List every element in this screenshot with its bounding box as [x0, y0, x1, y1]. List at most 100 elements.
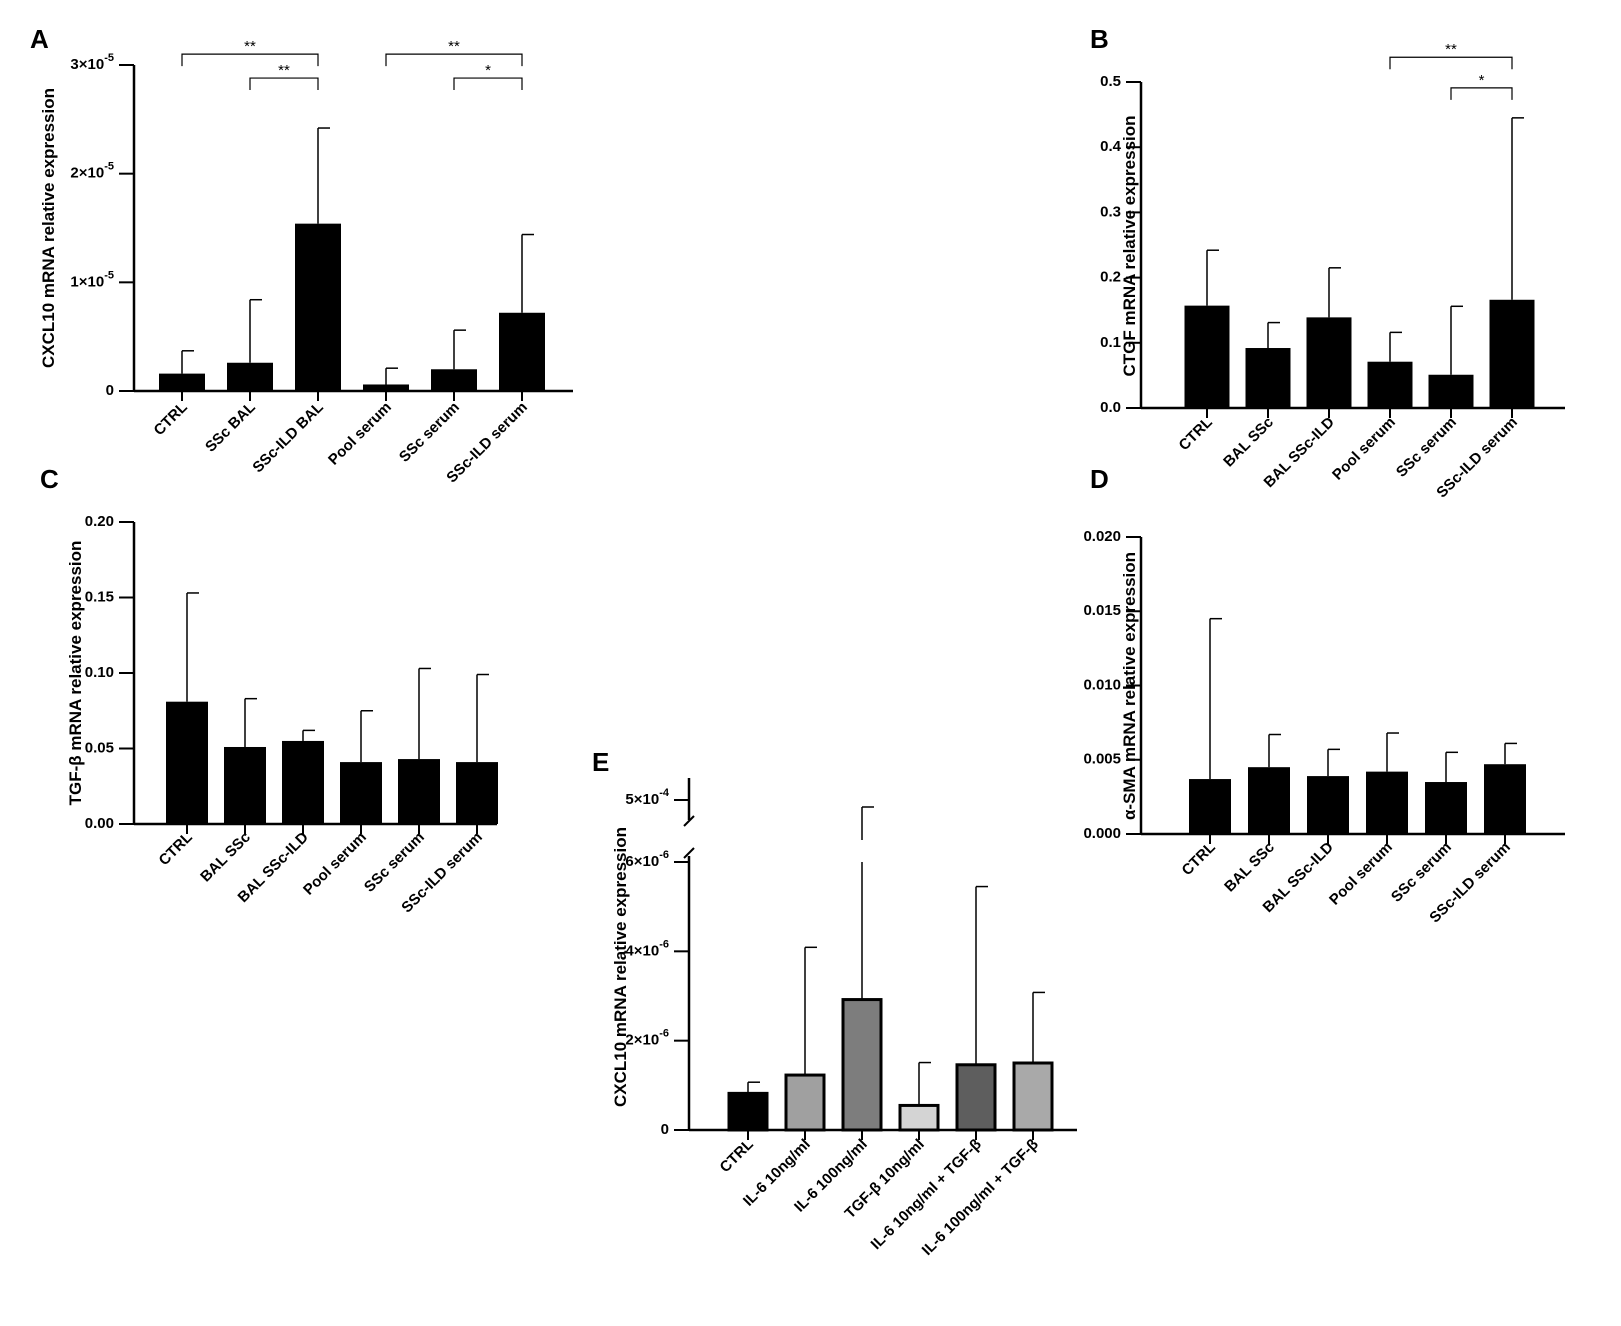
category-label: BAL SSc [197, 829, 254, 886]
y-axis-label: CXCL10 mRNA relative expression [611, 827, 630, 1107]
category-label: SSc serum [1393, 414, 1460, 481]
bar [166, 701, 208, 824]
category-label: SSc-ILD BAL [249, 399, 326, 476]
bar [1367, 361, 1413, 408]
panel-a: A 0 1×10-5 2×10-5 3×10-5 CXCL10 mRNA relative… [30, 24, 573, 486]
significance-bracket [1389, 56, 1513, 70]
significance-bracket [249, 77, 319, 91]
panel-letter: C [40, 464, 59, 494]
significance-bracket [385, 53, 523, 67]
bar [363, 384, 409, 391]
category-label: CTRL [1179, 839, 1219, 879]
category-label: BAL SSc [1221, 839, 1278, 896]
bar [784, 1073, 826, 1132]
bar [224, 746, 266, 824]
bar [1307, 776, 1349, 834]
panel-b: B 0.0 0.1 0.2 0.3 0.4 0.5 CTGF mRNA relative ex… [1090, 24, 1565, 501]
category-label: CTRL [156, 829, 196, 869]
bar [340, 762, 382, 824]
panel-d: D 0.000 0.005 0.010 0.015 0.020 α-SMA mRNA rel… [1083, 464, 1565, 926]
bar [841, 998, 883, 1132]
category-label: SSc serum [396, 399, 463, 466]
significance-label: * [1479, 72, 1485, 89]
y-tick-label: 0 [661, 1121, 669, 1138]
y-tick-label: 2×10-6 [625, 1028, 669, 1049]
panel-letter: D [1090, 464, 1109, 494]
bar [295, 223, 341, 391]
bar [1245, 348, 1291, 408]
bar [898, 1103, 940, 1132]
category-label: IL-6 100ng/ml + TGF-β [919, 1136, 1042, 1259]
y-tick-label: 0.20 [85, 513, 114, 530]
y-tick-label: 0.2 [1100, 269, 1121, 286]
y-tick-label: 5×10-4 [625, 787, 669, 808]
bar [1189, 779, 1231, 834]
bar [1484, 764, 1526, 834]
y-tick-label: 0.4 [1100, 138, 1122, 155]
category-label: Pool serum [325, 399, 395, 469]
bar [282, 740, 324, 824]
y-axis-label: TGF-β mRNA relative expression [66, 541, 85, 806]
category-label: CTRL [1176, 414, 1216, 454]
bar [456, 762, 498, 824]
bar [727, 1091, 769, 1132]
significance-bracket [453, 77, 523, 91]
y-tick-label: 0.1 [1100, 334, 1121, 351]
y-tick-label: 0.020 [1083, 528, 1121, 545]
category-label: Pool serum [300, 829, 370, 899]
y-tick-label: 0.010 [1083, 676, 1121, 693]
category-label: CTRL [717, 1136, 757, 1176]
bar [955, 1063, 997, 1132]
y-tick-label: 0.15 [85, 588, 114, 605]
y-axis-label: CTGF mRNA relative expression [1120, 115, 1139, 376]
significance-label: ** [278, 62, 290, 79]
bar [398, 759, 440, 824]
bar [159, 373, 205, 391]
bar [1425, 782, 1467, 834]
y-tick-label: 0.005 [1083, 751, 1121, 768]
axis-break-mark [683, 847, 695, 859]
bar [1012, 1061, 1054, 1132]
category-label: BAL SSc [1220, 414, 1277, 471]
category-label: Pool serum [1326, 839, 1396, 909]
significance-bracket [181, 53, 319, 67]
y-tick-label: 0.000 [1083, 825, 1121, 842]
y-tick-label: 0.015 [1083, 602, 1121, 619]
y-tick-label: 1×10-5 [70, 269, 114, 290]
bar [1366, 771, 1408, 834]
axis-break-mark [683, 815, 695, 827]
bar [227, 362, 273, 391]
y-tick-label: 6×10-6 [625, 849, 669, 870]
bar [1489, 299, 1535, 408]
panel-letter: B [1090, 24, 1109, 54]
significance-label: ** [1445, 41, 1457, 58]
bar [1248, 767, 1290, 834]
y-tick-label: 0.05 [85, 739, 114, 756]
y-tick-label: 3×10-5 [70, 52, 114, 73]
y-tick-label: 0.3 [1100, 203, 1121, 220]
significance-label: ** [448, 38, 460, 55]
y-axis-label: α-SMA mRNA relative expression [1120, 552, 1139, 820]
category-label: IL-6 10ng/ml + TGF-β [868, 1136, 985, 1253]
significance-bracket [1450, 87, 1513, 100]
bar [1184, 305, 1230, 408]
y-tick-label: 0.10 [85, 664, 114, 681]
significance-label: ** [244, 38, 256, 55]
bar [1428, 374, 1474, 408]
y-axis-label: CXCL10 mRNA relative expression [39, 88, 58, 368]
bar [1306, 317, 1352, 408]
y-tick-label: 4×10-6 [625, 938, 669, 959]
category-label: SSc BAL [202, 399, 259, 456]
y-tick-label: 2×10-5 [70, 161, 114, 182]
panel-letter: A [30, 24, 49, 54]
y-tick-label: 0.0 [1100, 399, 1121, 416]
bar [431, 369, 477, 391]
y-tick-label: 0.5 [1100, 73, 1121, 90]
y-tick-label: 0 [106, 382, 114, 399]
category-label: CTRL [151, 399, 191, 439]
category-label: Pool serum [1329, 414, 1399, 484]
significance-label: * [485, 62, 491, 79]
